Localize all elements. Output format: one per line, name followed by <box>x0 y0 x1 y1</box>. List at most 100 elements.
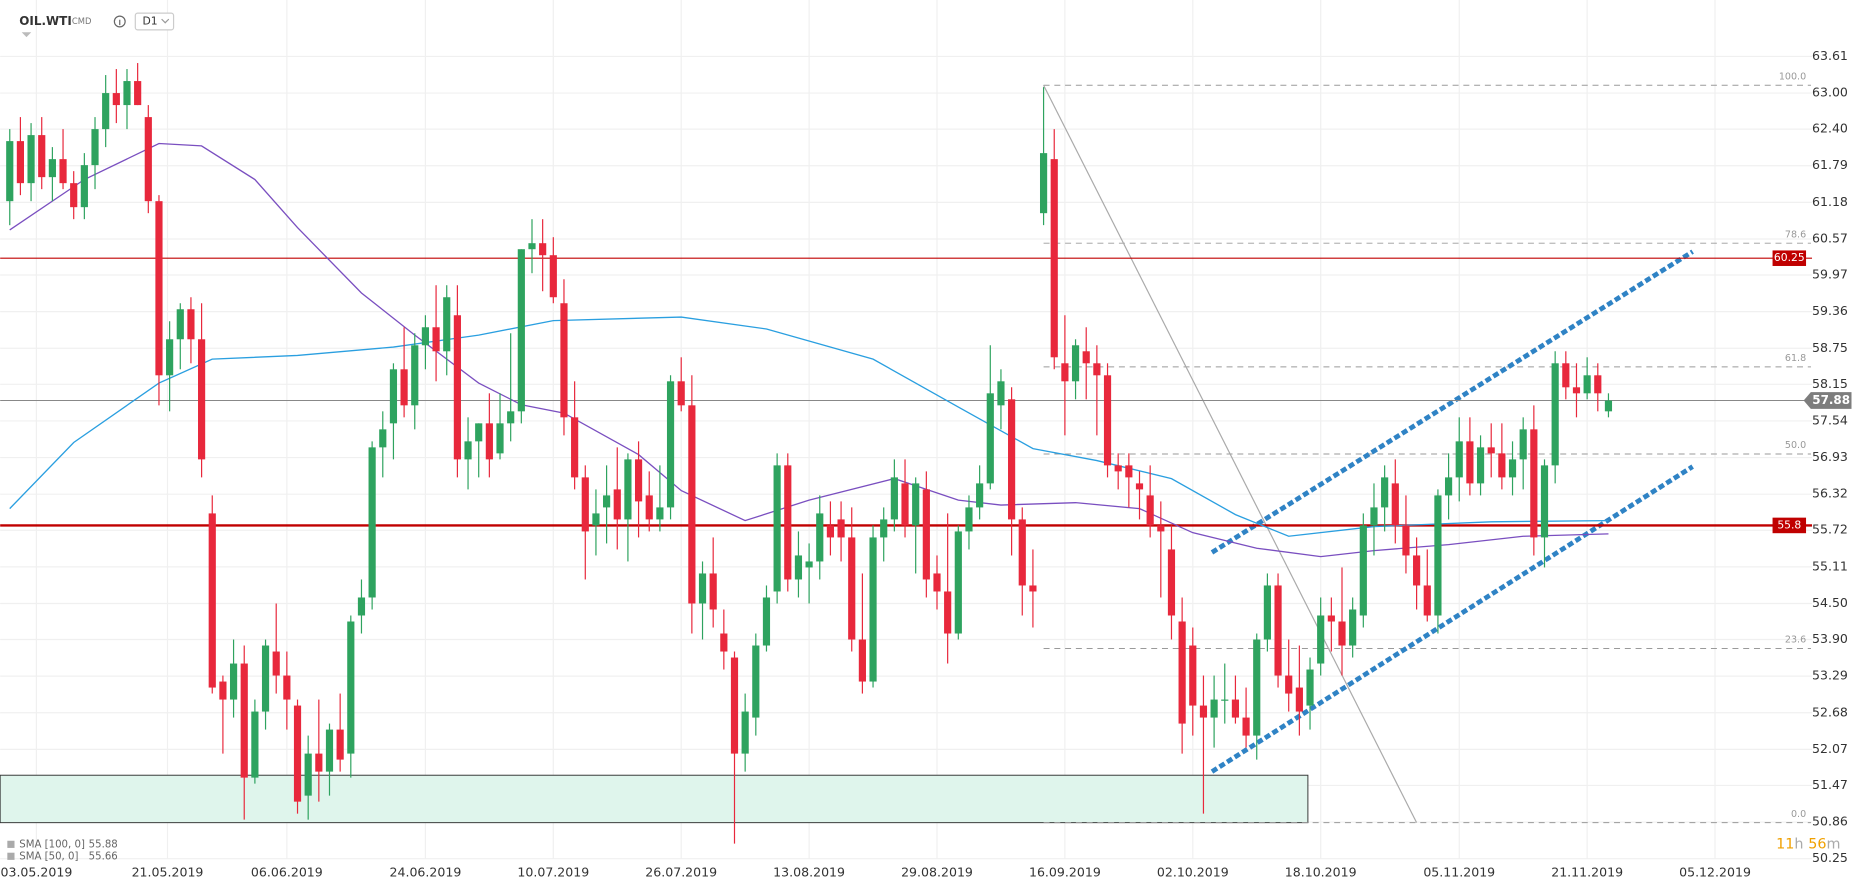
interval-select[interactable] <box>134 12 175 31</box>
candle-body <box>986 393 994 484</box>
y-tick-label: 63.00 <box>1812 85 1848 100</box>
candle-body <box>1572 387 1581 394</box>
countdown-part: 11 <box>1776 836 1794 852</box>
candle-body <box>134 81 142 106</box>
legend-icon[interactable] <box>7 840 15 848</box>
candle-body <box>1519 429 1527 460</box>
countdown-part: m <box>1827 836 1841 852</box>
y-tick-label: 59.97 <box>1812 267 1848 282</box>
x-tick-label: 18.10.2019 <box>1285 865 1357 880</box>
candle-body <box>720 633 728 652</box>
candle-body <box>858 639 866 682</box>
candle-body <box>1444 477 1453 496</box>
candle-body <box>38 135 46 178</box>
candle-body <box>1082 351 1090 364</box>
candle-body <box>1540 465 1549 538</box>
candle-body <box>794 555 803 580</box>
dropdown-arrow <box>161 18 170 24</box>
candle-body <box>229 663 238 700</box>
candle-body <box>709 573 717 610</box>
candle-body <box>1295 687 1303 712</box>
candle-body <box>123 81 131 106</box>
candle-body <box>1476 447 1485 484</box>
candle-body <box>912 483 920 526</box>
candle-body <box>59 159 67 184</box>
candle-body <box>1434 495 1442 616</box>
y-tick-label: 53.90 <box>1812 631 1848 646</box>
candle-body <box>816 513 824 562</box>
plot <box>6 63 1613 844</box>
candle-body <box>581 477 589 532</box>
candle-body <box>155 201 163 376</box>
candle-body <box>1103 375 1112 466</box>
candle-body <box>1189 645 1197 706</box>
candle-body <box>1221 699 1229 701</box>
symbol[interactable]: OIL.WTI <box>19 14 71 28</box>
y-tick-label: 59.36 <box>1812 303 1848 318</box>
candle-body <box>666 381 675 508</box>
candle-body <box>496 423 504 454</box>
x-tick-label: 21.11.2019 <box>1551 865 1623 880</box>
candle-body <box>485 423 493 460</box>
candle-body <box>304 753 312 796</box>
candle-body <box>1242 717 1250 736</box>
candle-body <box>933 573 941 592</box>
candle-body <box>1114 465 1122 472</box>
y-tick-label: 61.79 <box>1812 157 1848 172</box>
legend-value: 55.88 <box>89 839 118 850</box>
candle-body <box>475 423 483 442</box>
y-tick-label: 50.86 <box>1812 814 1848 829</box>
candle-body <box>1050 159 1058 358</box>
x-tick-label: 10.07.2019 <box>517 865 589 880</box>
candle-body <box>634 459 643 502</box>
candle-body <box>379 429 387 448</box>
candle-body <box>272 651 280 676</box>
candle-body <box>1135 483 1144 490</box>
candle-body <box>70 183 78 208</box>
y-tick-label: 54.50 <box>1812 595 1848 610</box>
candle-body <box>784 465 792 580</box>
candle-body <box>1413 555 1421 586</box>
candle-body <box>1349 609 1357 646</box>
y-tick-label: 52.07 <box>1812 741 1848 756</box>
fib-label: 0.0 <box>1791 809 1806 820</box>
fib-label: 78.6 <box>1785 229 1806 240</box>
y-tick-label: 50.25 <box>1812 850 1848 865</box>
candle-body <box>922 489 930 580</box>
y-tick-label: 56.93 <box>1812 449 1848 464</box>
candle-body <box>730 657 739 754</box>
legend-name: SMA [50, 0] <box>19 851 78 862</box>
y-tick-label: 52.68 <box>1812 704 1848 719</box>
candle-body <box>240 663 248 778</box>
axes: 63.61 63.00 62.40 61.79 61.18 60.57 59.97 59.36… <box>0 48 1852 880</box>
last-price-tag <box>1803 392 1852 409</box>
candle-body <box>208 513 216 688</box>
candle-body <box>421 327 430 346</box>
y-tick-label: 55.11 <box>1812 558 1848 573</box>
y-tick-label: 55.72 <box>1812 522 1848 537</box>
candle-body <box>187 309 195 340</box>
info-icon[interactable] <box>113 15 126 28</box>
candle-body <box>432 327 440 352</box>
x-tick-label: 24.06.2019 <box>389 865 461 880</box>
candle-body <box>48 159 56 178</box>
candle-body <box>293 705 302 802</box>
candle-body <box>325 729 334 772</box>
candle-body <box>1210 699 1218 718</box>
legend-value: 55.66 <box>89 851 118 862</box>
candle-body <box>1594 375 1602 394</box>
collapse-arrow[interactable] <box>21 32 32 38</box>
x-tick-label: 13.08.2019 <box>773 865 845 880</box>
candle-body <box>1498 453 1506 478</box>
candle-body <box>6 141 14 202</box>
candle-body <box>507 411 515 424</box>
candle-body <box>1338 621 1346 646</box>
legend-icon[interactable] <box>7 852 15 860</box>
y-tick-label: 62.40 <box>1812 121 1848 136</box>
candle-body <box>1199 705 1208 718</box>
candle-body <box>880 519 888 538</box>
candle-body <box>1018 519 1026 586</box>
candle-body <box>1370 507 1378 526</box>
candle-body <box>336 729 344 760</box>
